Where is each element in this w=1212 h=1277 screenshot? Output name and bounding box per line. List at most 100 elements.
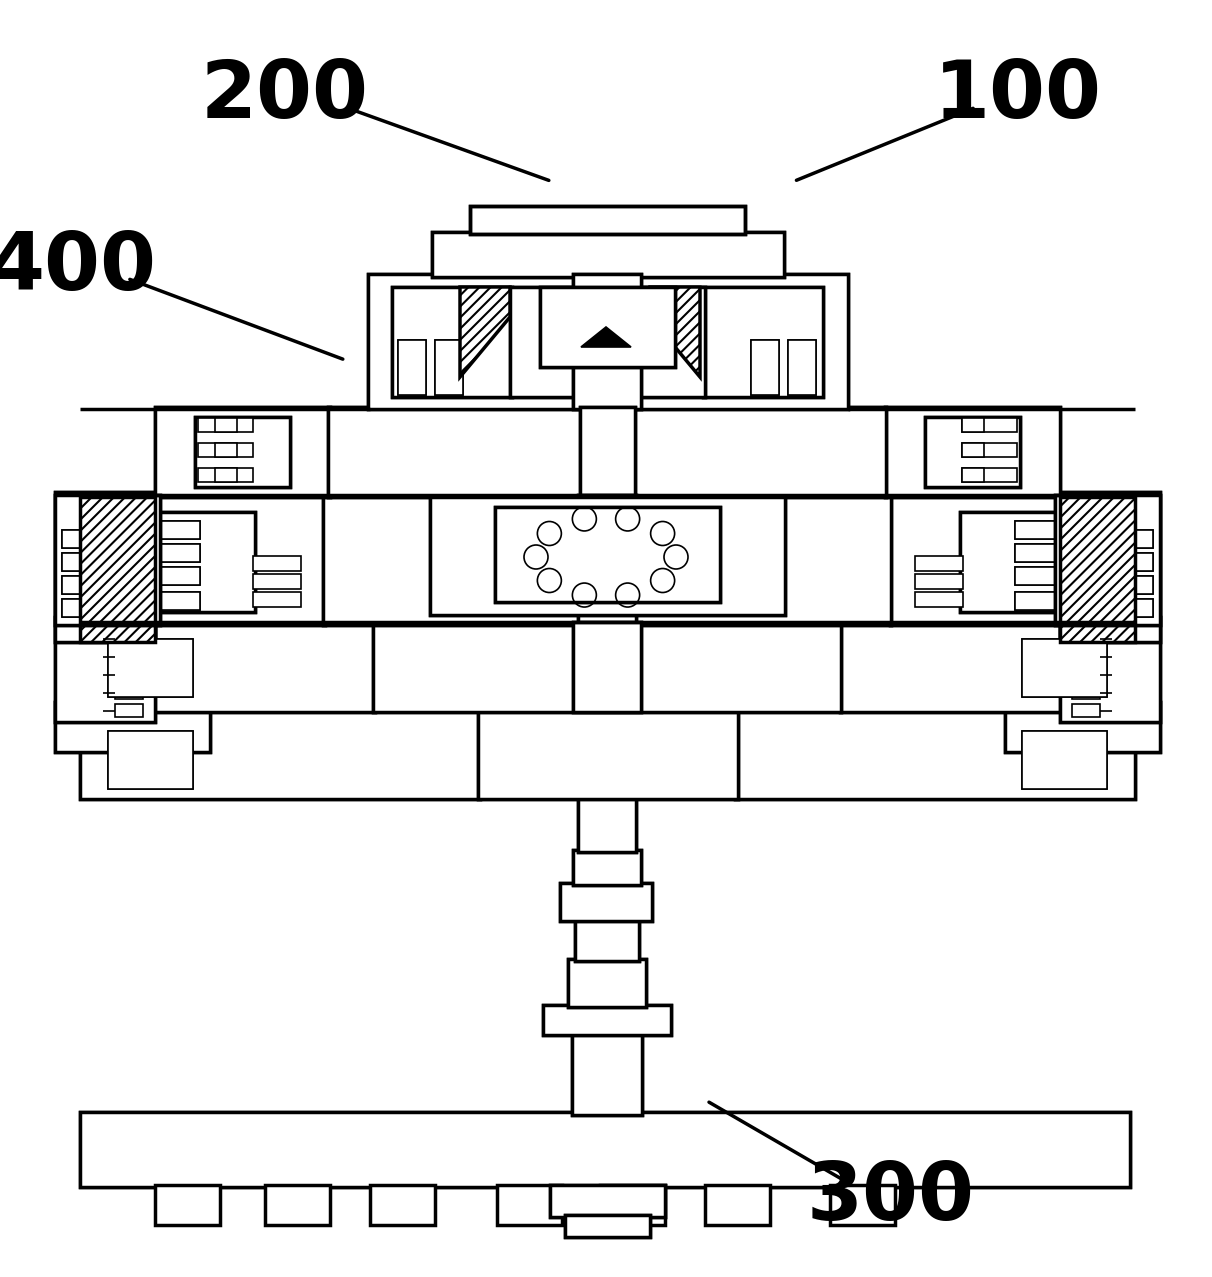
- Bar: [158, 567, 200, 585]
- Bar: [470, 206, 745, 234]
- Bar: [115, 686, 143, 699]
- Bar: [885, 407, 1060, 497]
- Bar: [80, 1112, 1130, 1188]
- Bar: [578, 797, 636, 852]
- Bar: [155, 407, 330, 497]
- Polygon shape: [461, 287, 510, 377]
- Bar: [1054, 495, 1160, 624]
- Bar: [510, 287, 705, 397]
- Bar: [108, 638, 193, 697]
- Bar: [198, 443, 253, 457]
- Bar: [80, 622, 375, 713]
- Bar: [510, 287, 705, 397]
- Bar: [328, 407, 886, 497]
- Bar: [115, 650, 143, 663]
- Bar: [62, 553, 147, 571]
- Bar: [158, 593, 200, 610]
- Bar: [788, 340, 816, 395]
- Bar: [1071, 632, 1100, 645]
- Bar: [62, 530, 147, 548]
- Text: 300: 300: [807, 1158, 974, 1237]
- Bar: [55, 492, 155, 642]
- Bar: [80, 622, 375, 713]
- Bar: [80, 495, 325, 624]
- Bar: [960, 512, 1060, 612]
- Bar: [581, 407, 635, 497]
- Bar: [543, 1005, 671, 1034]
- Bar: [962, 418, 984, 432]
- Bar: [373, 622, 841, 713]
- Bar: [962, 467, 984, 481]
- Bar: [195, 418, 290, 487]
- Bar: [573, 850, 641, 885]
- Polygon shape: [650, 287, 701, 377]
- Bar: [890, 495, 1134, 624]
- Bar: [1071, 704, 1100, 716]
- Bar: [253, 593, 301, 607]
- Bar: [215, 443, 238, 457]
- Bar: [962, 467, 1017, 481]
- Polygon shape: [1060, 624, 1134, 642]
- Bar: [158, 544, 200, 562]
- Bar: [198, 467, 253, 481]
- Bar: [155, 512, 255, 612]
- Bar: [1014, 567, 1057, 585]
- Bar: [1060, 492, 1160, 642]
- Bar: [55, 495, 160, 624]
- Text: 400: 400: [0, 229, 156, 308]
- Text: 100: 100: [934, 56, 1102, 135]
- Bar: [581, 407, 635, 497]
- Bar: [1068, 576, 1153, 594]
- Bar: [1022, 730, 1107, 789]
- Bar: [962, 443, 984, 457]
- Bar: [115, 668, 143, 681]
- Bar: [108, 638, 193, 697]
- Bar: [1071, 650, 1100, 663]
- Bar: [430, 497, 785, 616]
- Bar: [108, 730, 193, 789]
- Bar: [494, 507, 720, 601]
- Bar: [1014, 544, 1057, 562]
- Bar: [600, 1185, 665, 1225]
- Bar: [840, 622, 1134, 713]
- Bar: [158, 544, 200, 562]
- Bar: [324, 495, 891, 624]
- Bar: [960, 512, 1060, 612]
- Bar: [1005, 702, 1160, 752]
- Bar: [478, 709, 738, 799]
- Bar: [55, 492, 155, 642]
- Bar: [158, 593, 200, 610]
- Bar: [1014, 593, 1057, 610]
- Bar: [573, 275, 641, 409]
- Bar: [80, 709, 480, 799]
- Bar: [55, 495, 160, 624]
- Bar: [1005, 702, 1160, 752]
- Bar: [1022, 730, 1107, 789]
- Bar: [398, 340, 425, 395]
- Bar: [55, 702, 210, 752]
- Bar: [155, 512, 255, 612]
- Bar: [435, 340, 463, 395]
- Bar: [55, 702, 210, 752]
- Bar: [430, 497, 785, 616]
- Bar: [573, 622, 641, 713]
- Polygon shape: [80, 624, 155, 642]
- Bar: [1014, 521, 1057, 539]
- Bar: [568, 959, 646, 1008]
- Bar: [435, 340, 463, 395]
- Bar: [1054, 495, 1160, 624]
- Bar: [253, 573, 301, 589]
- Bar: [568, 959, 646, 1008]
- Bar: [705, 1185, 770, 1225]
- Bar: [1068, 553, 1153, 571]
- Bar: [158, 567, 200, 585]
- Bar: [62, 576, 147, 594]
- Bar: [703, 287, 823, 397]
- Bar: [1060, 492, 1160, 642]
- Bar: [494, 507, 720, 601]
- Bar: [62, 530, 147, 548]
- Bar: [703, 287, 823, 397]
- Bar: [62, 553, 147, 571]
- Bar: [158, 521, 200, 539]
- Bar: [1068, 599, 1153, 617]
